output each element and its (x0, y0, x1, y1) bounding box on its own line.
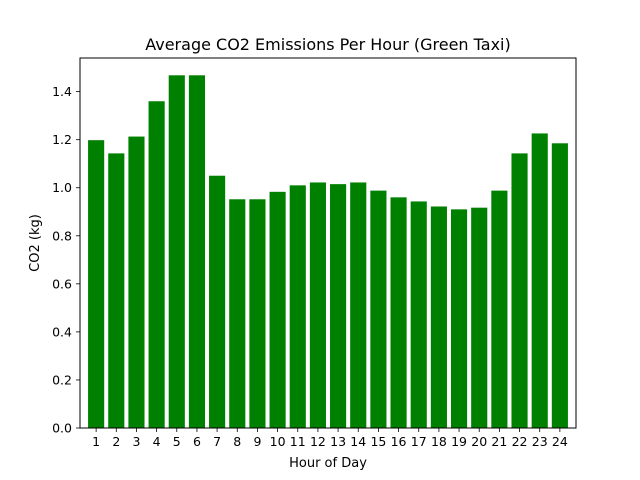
bar-hour-10 (269, 191, 286, 428)
y-tick-label: 0.2 (52, 372, 72, 387)
x-tick-label: 15 (370, 434, 386, 449)
bar-hour-18 (430, 206, 447, 428)
x-tick-label: 12 (310, 434, 326, 449)
bar-hour-24 (551, 143, 568, 428)
bar-hour-6 (188, 75, 206, 428)
x-tick-label: 16 (391, 434, 407, 449)
bar-hour-9 (249, 199, 266, 428)
x-tick-label: 19 (451, 434, 467, 449)
x-tick-label: 6 (193, 434, 201, 449)
x-tick-label: 11 (290, 434, 306, 449)
x-tick-label: 20 (471, 434, 487, 449)
y-tick-label: 0.4 (52, 324, 72, 339)
bar-hour-23 (531, 133, 548, 428)
bar-hour-5 (168, 75, 185, 428)
x-axis-ticks: 1 2 3 4 5 6 7 8 9 10 11 12 13 14 15 16 17 18 19 20 21 22 23 24 (92, 428, 568, 449)
x-tick-label: 4 (153, 434, 161, 449)
bar-hour-11 (289, 185, 306, 428)
x-tick-label: 7 (213, 434, 221, 449)
bar-hour-12 (309, 182, 326, 428)
x-tick-label: 9 (253, 434, 261, 449)
chart-title: Average CO2 Emissions Per Hour (Green Ta… (145, 35, 511, 54)
y-axis-label: CO2 (kg) (28, 214, 43, 272)
y-tick-label: 0.6 (52, 276, 72, 291)
y-tick-label: 0.0 (52, 421, 72, 436)
x-tick-label: 18 (431, 434, 447, 449)
y-tick-label: 0.8 (52, 228, 72, 243)
bar-hour-3 (128, 136, 145, 428)
x-tick-label: 5 (173, 434, 181, 449)
bar-hour-21 (491, 190, 508, 428)
x-tick-label: 1 (92, 434, 100, 449)
x-tick-label: 24 (552, 434, 568, 449)
bar-hour-16 (390, 197, 407, 428)
y-tick-label: 1.0 (52, 180, 72, 195)
bar-hour-13 (330, 184, 347, 428)
bar-hour-2 (108, 153, 125, 428)
bar-hour-19 (450, 209, 468, 428)
y-tick-label: 1.4 (52, 84, 72, 99)
plot-frame (79, 57, 577, 429)
x-tick-label: 21 (491, 434, 507, 449)
bars-group (88, 75, 568, 429)
x-tick-label: 13 (330, 434, 346, 449)
y-axis-ticks: 0.0 0.2 0.4 0.6 0.8 1.0 1.2 1.4 (52, 84, 80, 436)
bar-hour-22 (511, 153, 528, 428)
bar-hour-15 (370, 190, 387, 428)
x-axis-label: Hour of Day (289, 456, 367, 471)
bar-hour-7 (209, 175, 226, 428)
x-tick-label: 14 (350, 434, 366, 449)
bar-hour-17 (410, 201, 427, 428)
bar-hour-8 (229, 199, 246, 428)
x-tick-label: 23 (532, 434, 548, 449)
y-tick-label: 1.2 (52, 132, 72, 147)
x-tick-label: 3 (132, 434, 140, 449)
x-tick-label: 22 (512, 434, 528, 449)
bar-hour-1 (88, 140, 105, 429)
bar-hour-20 (471, 207, 488, 428)
x-tick-label: 17 (411, 434, 427, 449)
x-tick-label: 8 (233, 434, 241, 449)
bar-hour-14 (350, 182, 367, 428)
x-tick-label: 2 (112, 434, 120, 449)
x-tick-label: 10 (270, 434, 286, 449)
bar-hour-4 (148, 101, 165, 428)
